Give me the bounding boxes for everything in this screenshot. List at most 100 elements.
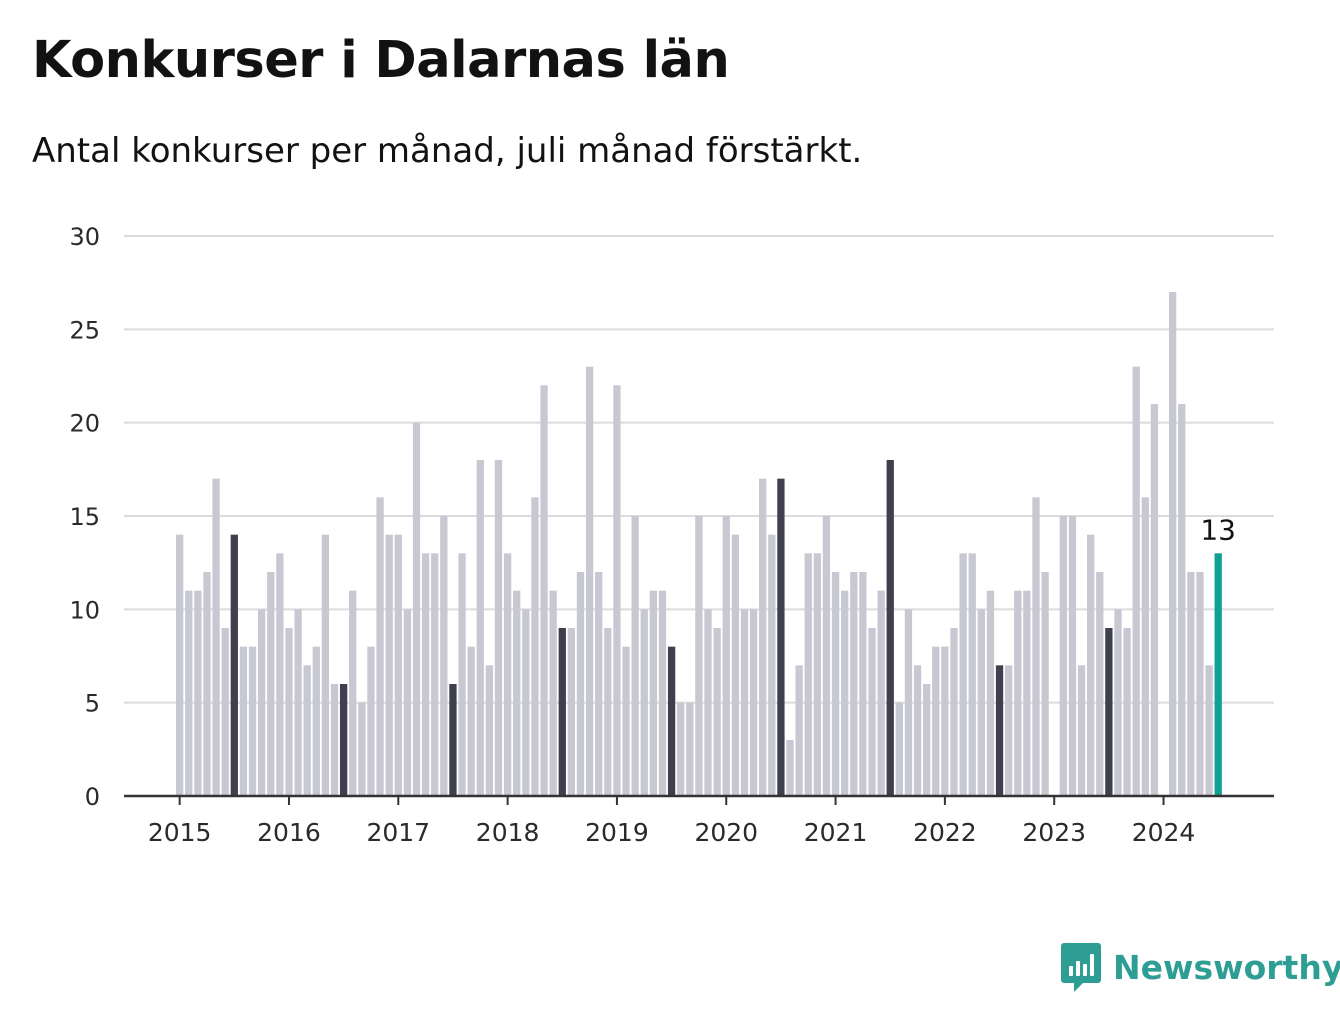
bar — [1014, 590, 1022, 796]
bar — [394, 534, 402, 796]
bar — [1096, 572, 1104, 796]
bar — [476, 460, 484, 796]
bar — [503, 553, 512, 796]
data-labels: 13 — [1200, 513, 1236, 546]
bar — [531, 497, 539, 796]
bar — [1023, 590, 1031, 796]
bar — [522, 609, 530, 796]
bar-july — [339, 684, 348, 796]
bar-july — [995, 665, 1004, 796]
bar — [631, 516, 639, 796]
y-axis: 0 5 10 15 20 25 30 — [69, 223, 100, 811]
bar-july — [667, 646, 676, 796]
bar — [932, 646, 940, 796]
bar — [194, 590, 202, 796]
bar — [467, 646, 475, 796]
bar-july — [449, 684, 457, 796]
bar — [494, 460, 503, 796]
chart-title: Konkurser i Dalarnas län — [32, 31, 730, 90]
bar — [513, 590, 521, 796]
bar — [941, 646, 949, 796]
newsworthy-logo[interactable]: Newsworthy — [1061, 940, 1340, 994]
bar — [686, 702, 694, 796]
bar — [713, 628, 721, 796]
bar-july — [1105, 628, 1113, 796]
bar — [1141, 497, 1149, 796]
bar — [440, 516, 448, 796]
bar — [376, 497, 384, 796]
bar — [403, 609, 412, 796]
y-tick-label: 5 — [85, 690, 100, 718]
bar — [595, 572, 603, 796]
x-tick-label: 2024 — [1132, 818, 1196, 847]
bar-chart: 0 5 10 15 20 25 30 2015 2016 2017 2018 2019 2020 202… — [69, 223, 1274, 847]
bar — [640, 609, 648, 796]
bar — [1077, 665, 1086, 796]
bar — [658, 590, 667, 796]
bar — [567, 628, 576, 796]
bar — [1059, 516, 1067, 796]
bar — [312, 646, 320, 796]
bar — [695, 516, 703, 796]
bar — [540, 385, 548, 796]
bar — [1132, 366, 1140, 796]
bar — [1205, 665, 1213, 796]
bar — [294, 609, 302, 796]
bar — [759, 478, 767, 796]
bar — [677, 702, 685, 796]
bar — [986, 590, 995, 796]
bar — [768, 534, 776, 796]
bar — [950, 628, 958, 796]
x-tick-label: 2020 — [694, 818, 758, 847]
bar — [1032, 497, 1040, 796]
bar — [904, 609, 913, 796]
bar — [895, 702, 903, 796]
bar — [731, 534, 740, 796]
bar-july — [777, 478, 785, 796]
x-tick-label: 2015 — [148, 818, 212, 847]
y-tick-label: 20 — [69, 410, 100, 438]
bar — [576, 572, 585, 796]
bar — [321, 534, 330, 796]
bar — [203, 572, 211, 796]
bar-july — [558, 628, 566, 796]
bar — [841, 590, 849, 796]
bar — [303, 665, 311, 796]
bar — [813, 553, 821, 796]
bar-latest — [1214, 553, 1222, 796]
bar — [850, 572, 858, 796]
bar — [1187, 572, 1195, 796]
bar — [959, 553, 967, 796]
bar — [248, 646, 257, 796]
y-tick-label: 0 — [85, 783, 100, 811]
bar — [549, 590, 557, 796]
bar — [330, 684, 339, 796]
bar-july — [230, 534, 238, 796]
bar — [458, 553, 466, 796]
bar — [239, 646, 248, 796]
bar — [831, 572, 840, 796]
bar — [613, 385, 621, 796]
bar — [968, 553, 976, 796]
bar — [923, 684, 931, 796]
bar — [221, 628, 229, 796]
bar — [421, 553, 430, 796]
bar — [859, 572, 867, 796]
bar — [585, 366, 594, 796]
x-tick-label: 2023 — [1022, 818, 1086, 847]
bar — [257, 609, 266, 796]
y-tick-label: 15 — [69, 503, 100, 531]
bar — [740, 609, 749, 796]
bar — [212, 478, 220, 796]
bar — [913, 665, 922, 796]
bar — [185, 590, 193, 796]
y-tick-label: 30 — [69, 223, 100, 251]
bar — [385, 534, 393, 796]
bar — [1150, 404, 1159, 796]
x-axis: 2015 2016 2017 2018 2019 2020 2021 2022 2023 2024 — [148, 796, 1196, 847]
bar — [485, 665, 494, 796]
bar — [285, 628, 293, 796]
bar — [1087, 534, 1095, 796]
bar — [1168, 292, 1177, 796]
bar — [722, 516, 730, 796]
